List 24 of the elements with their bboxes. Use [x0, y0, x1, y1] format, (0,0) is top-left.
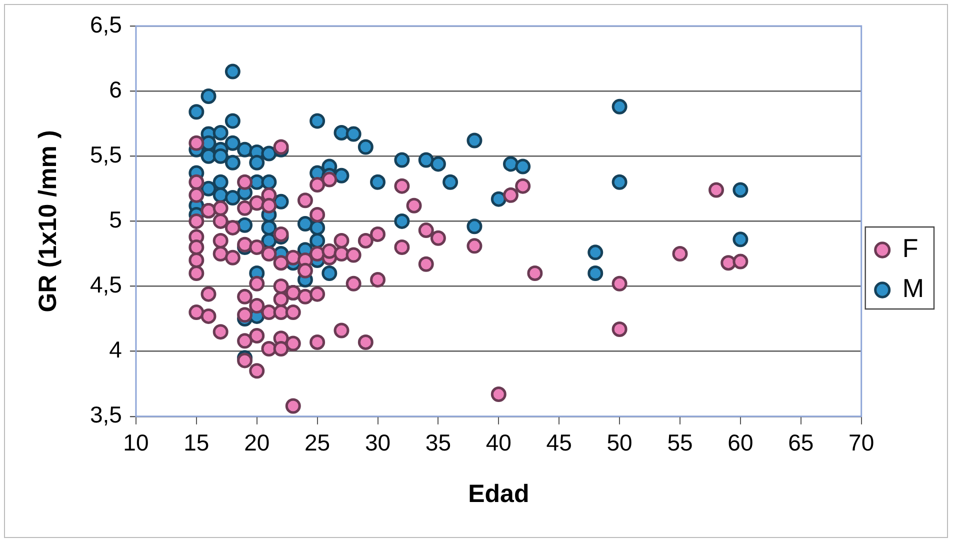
y-tick-label: 4 — [109, 336, 122, 363]
x-tick-label: 70 — [848, 430, 874, 456]
y-tick-label: 5,5 — [90, 141, 122, 168]
x-tick-label: 10 — [123, 430, 149, 456]
x-tick-label: 35 — [425, 430, 452, 456]
y-tick-label: 4,5 — [90, 272, 122, 298]
legend-label: M — [902, 273, 924, 304]
x-tick-label: 60 — [728, 430, 754, 456]
y-tick-label: 3,5 — [90, 402, 122, 428]
x-tick-label: 55 — [667, 430, 693, 456]
x-axis-title: Edad — [468, 480, 530, 508]
x-tick-label: 25 — [304, 430, 330, 456]
x-tick-label: 65 — [788, 430, 814, 456]
y-tick-label: 6 — [109, 76, 122, 102]
x-tick-label: 15 — [184, 430, 210, 456]
x-tick-label: 20 — [244, 430, 270, 456]
x-tick-label: 50 — [606, 430, 632, 456]
x-tick-label: 45 — [546, 430, 572, 456]
y-tick-label: 5 — [109, 206, 122, 233]
x-tick-label: 30 — [364, 430, 391, 456]
y-axis-title: GR (1x10 /mm ) — [34, 130, 62, 312]
x-tick-label: 40 — [486, 430, 512, 456]
legend-label: F — [902, 233, 918, 264]
y-tick-label: 6,5 — [90, 11, 122, 38]
